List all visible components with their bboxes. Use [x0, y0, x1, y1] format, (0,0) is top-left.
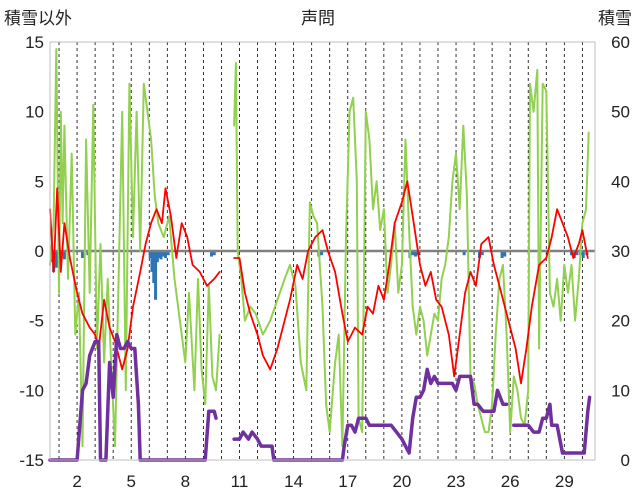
precip-bar-24 [413, 251, 417, 257]
precip-bar-16 [163, 251, 167, 258]
precip-bar-18 [210, 251, 214, 257]
precip-bar-29 [500, 251, 504, 258]
precip-bar-15 [161, 251, 165, 257]
left-tick-label: -10 [19, 381, 44, 400]
right-tick-label: 30 [611, 242, 630, 261]
precip-bar-33 [575, 251, 579, 256]
precip-bar-11 [154, 251, 158, 300]
left-tick-label: -15 [19, 451, 44, 470]
precip-bar-12 [155, 251, 159, 263]
precip-bar-14 [159, 251, 163, 260]
left-tick-label: 15 [25, 33, 44, 52]
temperature-line-0 [49, 187, 221, 371]
precip-bar-35 [581, 251, 585, 258]
chart-title: 声問 [301, 9, 335, 29]
right-tick-label: 10 [611, 381, 630, 400]
precip-bar-30 [503, 251, 507, 257]
precip-bar-19 [212, 251, 216, 256]
x-tick-label: 14 [284, 472, 303, 491]
left-tick-label: 5 [35, 172, 44, 191]
x-axis-ticks: 2 5 8 11 14 17 20 23 26 29 [72, 472, 573, 491]
x-tick-label: 5 [126, 472, 135, 491]
right-axis-label: 積雪 [598, 9, 632, 29]
x-tick-label: 17 [338, 472, 357, 491]
precip-bar-5 [62, 251, 66, 260]
precip-bar-17 [166, 251, 170, 256]
left-tick-label: 10 [25, 103, 44, 122]
right-tick-label: 50 [611, 103, 630, 122]
right-tick-label: 40 [611, 172, 630, 191]
right-axis-ticks: 60 50 40 30 20 10 0 [611, 33, 630, 470]
left-axis-ticks: 15 10 5 0 -5 -10 -15 [19, 33, 44, 470]
left-tick-label: 0 [35, 242, 44, 261]
snow_depth-line-0 [48, 332, 218, 462]
precip-bar-23 [411, 251, 415, 256]
plot-frame [49, 41, 596, 461]
x-tick-label: 23 [447, 472, 466, 491]
wind-series [49, 48, 590, 448]
temperature-series [49, 180, 589, 385]
x-tick-label: 20 [392, 472, 411, 491]
right-tick-label: 20 [611, 312, 630, 331]
wind-line-0 [49, 48, 221, 448]
precip-bar-10 [152, 251, 156, 284]
precip-bar-9 [150, 251, 154, 272]
snow_depth-line-1 [232, 367, 509, 462]
precip-bar-13 [157, 251, 161, 258]
precip-bar-8 [148, 251, 152, 258]
snow_depth-line-2 [512, 395, 592, 455]
precip-bar-28 [480, 251, 484, 256]
x-tick-label: 2 [72, 472, 81, 491]
temperature-line-1 [233, 180, 589, 385]
x-tick-label: 26 [501, 472, 520, 491]
precip-bar-21 [320, 251, 324, 256]
precip-bar-26 [462, 251, 466, 256]
precip-bar-6 [80, 251, 84, 258]
left-tick-label: -5 [29, 312, 44, 331]
x-tick-label: 8 [181, 472, 190, 491]
right-tick-label: 0 [621, 451, 630, 470]
left-axis-label: 積雪以外 [4, 9, 72, 29]
right-tick-label: 60 [611, 33, 630, 52]
precip-bar-2 [54, 251, 58, 268]
x-tick-label: 11 [231, 472, 249, 491]
precip-bar-0 [50, 251, 54, 263]
wind-line-1 [233, 61, 590, 448]
x-tick-label: 29 [555, 472, 574, 491]
